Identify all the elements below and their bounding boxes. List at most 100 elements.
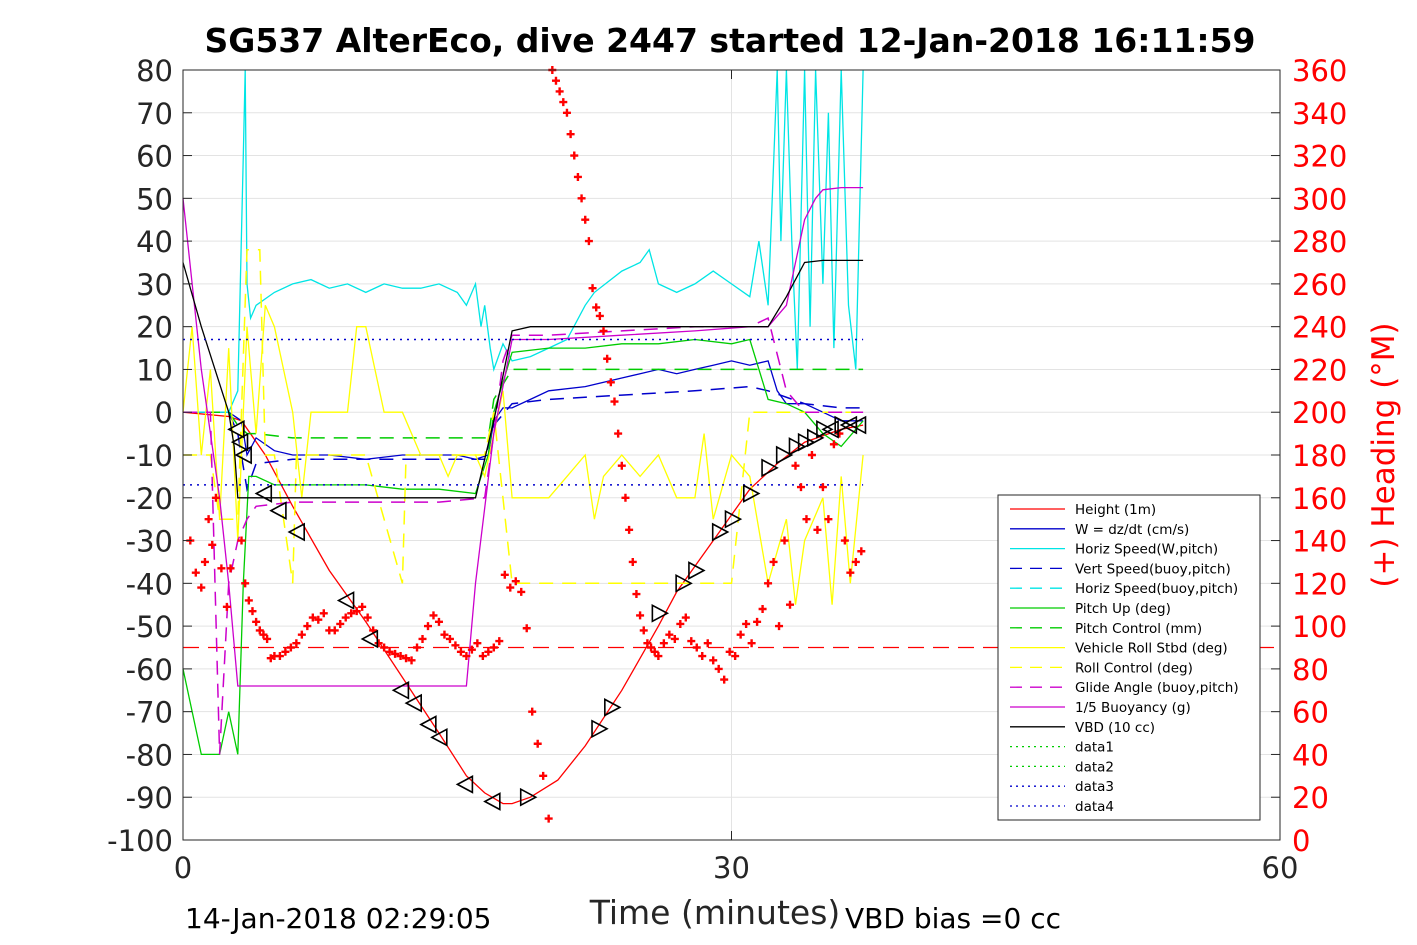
- heading-point: [747, 639, 756, 648]
- heading-point: [462, 652, 471, 661]
- heading-point: [423, 622, 432, 631]
- heading-point: [764, 579, 773, 588]
- heading-point: [681, 613, 690, 622]
- glide-marker: [688, 561, 706, 580]
- glide-marker: [391, 680, 410, 700]
- y-tick-label: -70: [126, 696, 173, 730]
- legend-label: Pitch Up (deg): [1075, 601, 1171, 617]
- heading-point: [217, 564, 226, 573]
- glide-marker: [404, 693, 422, 713]
- heading-point: [418, 634, 427, 643]
- heading-point: [259, 630, 268, 639]
- heading-point: [807, 451, 816, 459]
- heading-point: [791, 461, 800, 470]
- y-tick-label: -90: [126, 781, 173, 815]
- y-tick-label: 30: [136, 268, 173, 302]
- x-tick-label: 60: [1262, 851, 1299, 885]
- heading-point: [581, 215, 590, 224]
- heading-point: [709, 656, 718, 665]
- heading-point: [363, 613, 372, 622]
- heading-point: [559, 98, 568, 107]
- y-tick-label: -50: [126, 610, 173, 644]
- x-tick-label: 0: [174, 851, 192, 885]
- heading-point: [584, 237, 593, 246]
- right-tick-label: 360: [1292, 54, 1347, 88]
- footer-vbd-bias: VBD bias =0 cc: [845, 902, 1061, 935]
- heading-point: [592, 303, 601, 312]
- heading-point: [840, 536, 849, 545]
- right-tick-label: 300: [1292, 182, 1347, 216]
- heading-point: [528, 707, 537, 716]
- glide-marker: [761, 458, 779, 478]
- heading-point: [692, 643, 701, 652]
- right-tick-label: 0: [1292, 824, 1310, 858]
- heading-point: [244, 596, 253, 605]
- heading-point: [736, 630, 745, 639]
- heading-point: [374, 639, 383, 648]
- right-tick-label: 280: [1292, 225, 1347, 259]
- heading-point: [610, 397, 619, 406]
- series-horiz: [183, 69, 864, 413]
- right-tick-label: 60: [1292, 696, 1329, 730]
- glide-marker: [788, 437, 807, 456]
- x-tick-label: 30: [713, 851, 750, 885]
- heading-point: [786, 600, 795, 609]
- heading-point: [758, 605, 767, 613]
- glide-marker: [816, 420, 834, 439]
- heading-point: [222, 602, 231, 611]
- series-vbd: [182, 259, 864, 499]
- heading-point: [297, 630, 306, 639]
- heading-point: [391, 649, 400, 658]
- heading-layer: [186, 66, 866, 823]
- right-tick-label: 220: [1292, 353, 1347, 387]
- heading-point: [484, 647, 493, 656]
- heading-point: [197, 583, 206, 592]
- y-tick-label: 60: [136, 140, 173, 174]
- heading-point: [473, 639, 482, 648]
- heading-point: [687, 637, 696, 646]
- glide-marker: [604, 698, 622, 717]
- heading-point: [451, 641, 460, 650]
- heading-point: [200, 557, 209, 566]
- heading-point: [742, 619, 751, 628]
- glide-marker: [419, 715, 437, 734]
- right-axis-label: (+) Heading (°M): [1366, 322, 1402, 587]
- heading-point: [211, 493, 220, 502]
- legend-label: VBD (10 cc): [1075, 720, 1155, 736]
- marker-layer: [227, 415, 867, 811]
- heading-point: [248, 607, 257, 616]
- right-tick-label: 180: [1292, 439, 1347, 473]
- y-tick-label: 80: [136, 54, 173, 88]
- heading-point: [255, 626, 264, 635]
- heading-point: [720, 675, 729, 684]
- legend-label: 1/5 Buoyancy (g): [1075, 700, 1191, 716]
- right-tick-label: 160: [1292, 482, 1347, 516]
- heading-point: [670, 634, 679, 643]
- heading-point: [275, 652, 284, 661]
- heading-point: [263, 634, 272, 643]
- heading-point: [252, 617, 261, 626]
- right-tick-label: 240: [1292, 311, 1347, 345]
- heading-point: [500, 570, 509, 579]
- glide-marker: [287, 522, 305, 542]
- glide-marker: [455, 775, 474, 794]
- heading-point: [551, 76, 560, 85]
- right-tick-label: 340: [1292, 97, 1347, 131]
- heading-point: [380, 643, 389, 652]
- series-vert_buoy: [183, 385, 864, 493]
- legend-label: Roll Control (deg): [1075, 660, 1193, 676]
- glide-marker: [806, 428, 825, 448]
- heading-point: [456, 647, 465, 656]
- heading-point: [336, 619, 345, 628]
- series-layer: [182, 69, 1280, 805]
- heading-point: [714, 664, 723, 673]
- heading-point: [625, 525, 634, 534]
- heading-point: [650, 647, 659, 656]
- glide-marker: [834, 415, 852, 435]
- heading-point: [846, 568, 855, 577]
- legend-label: data1: [1075, 740, 1114, 756]
- y-tick-label: -20: [126, 482, 173, 516]
- heading-point: [533, 739, 542, 748]
- glide-marker: [675, 573, 693, 593]
- heading-point: [445, 634, 454, 643]
